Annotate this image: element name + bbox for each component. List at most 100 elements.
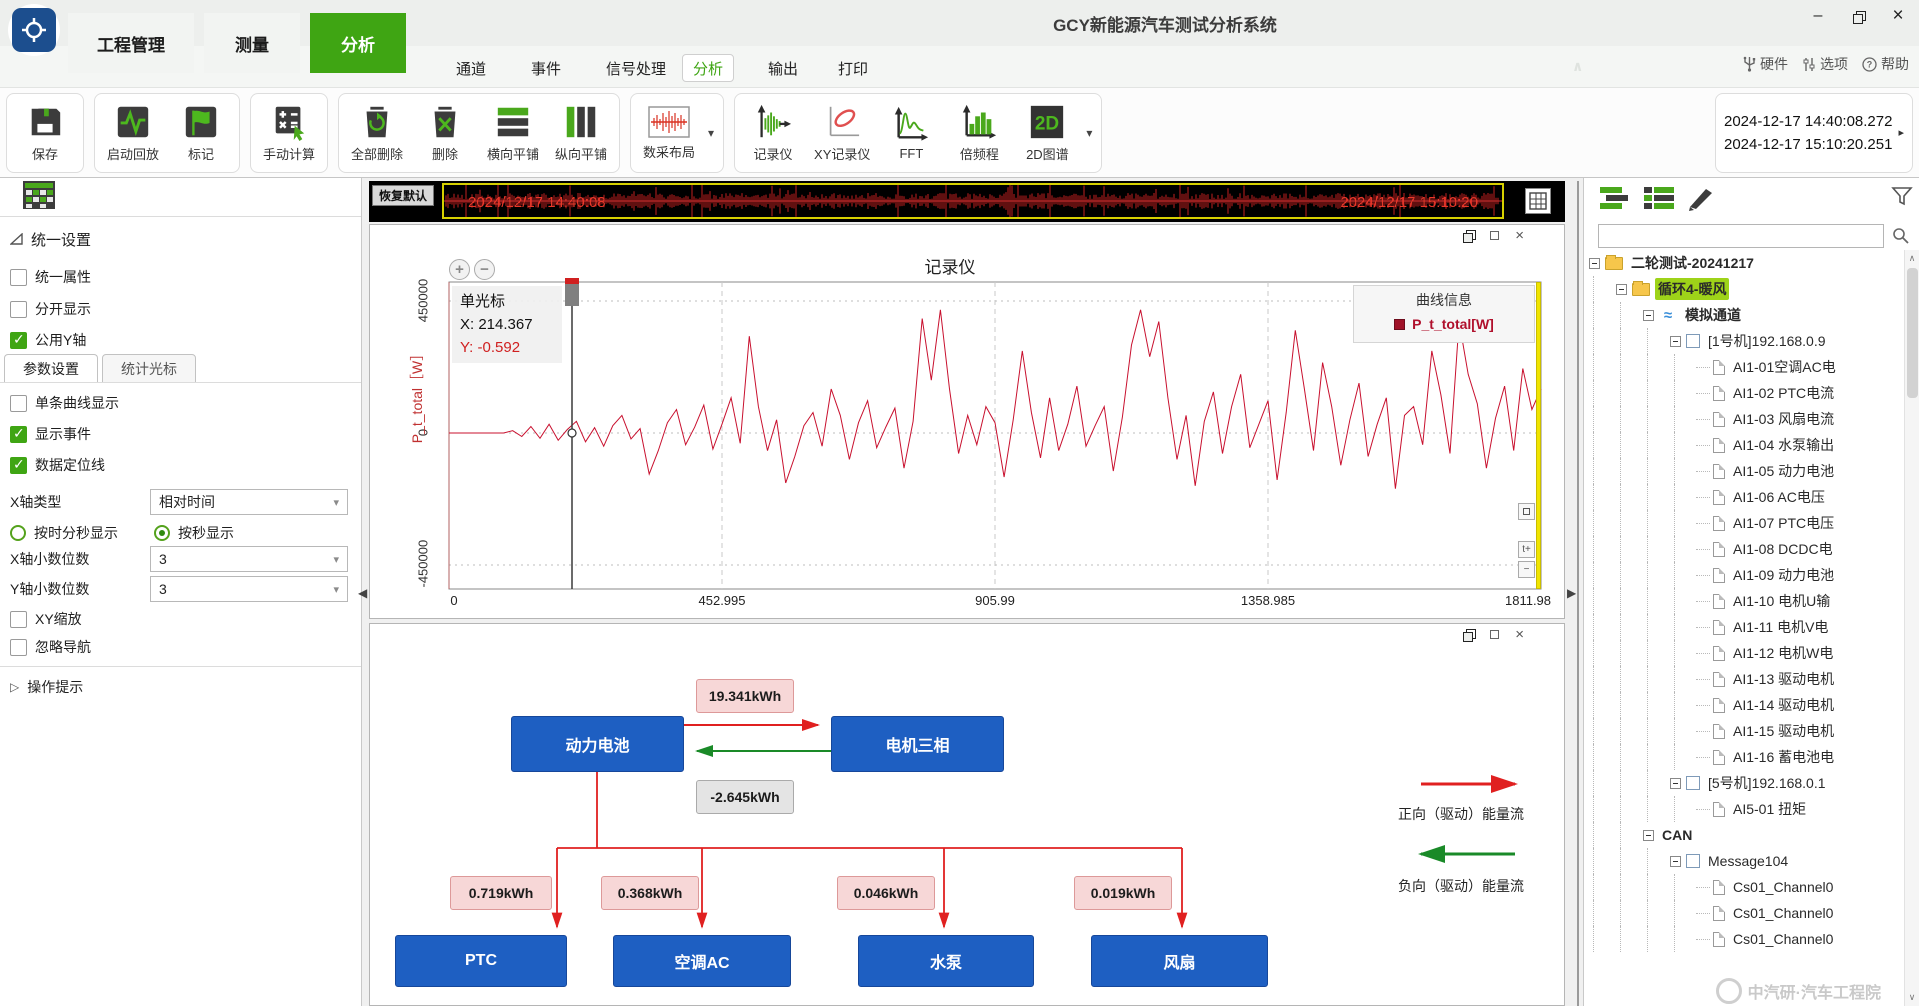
tree-item[interactable]: AI1-03 风扇电流	[1588, 406, 1903, 432]
operation-hint-header[interactable]: ▷ 操作提示	[0, 674, 361, 700]
tree-item[interactable]: AI1-14 驱动电机	[1588, 692, 1903, 718]
tile-vertical-button[interactable]: 纵向平铺	[548, 96, 614, 170]
tree-expander[interactable]	[1616, 283, 1627, 295]
menu-tab-event[interactable]: 事件	[531, 60, 562, 78]
scroll-up-icon[interactable]: ∧	[1908, 253, 1916, 263]
daq-dropdown-icon[interactable]: ▾	[708, 125, 715, 140]
unified-settings-header[interactable]: 统一设置	[0, 226, 361, 252]
tab-project-mgmt[interactable]: 工程管理	[68, 13, 194, 73]
tree-item[interactable]: Message104	[1588, 848, 1903, 874]
tree-item[interactable]: Cs01_Channel0	[1588, 874, 1903, 900]
menu-tab-signal[interactable]: 信号处理	[606, 60, 667, 78]
tree-checkbox[interactable]	[1686, 854, 1700, 868]
tree-item[interactable]: AI1-15 驱动电机	[1588, 718, 1903, 744]
scroll-right-icon[interactable]: ▶	[1567, 586, 1577, 600]
tree-item[interactable]: Cs01_Channel0	[1588, 900, 1903, 926]
close-button[interactable]: ×	[1892, 5, 1904, 26]
tree-checkbox[interactable]	[1686, 334, 1700, 348]
checkbox-row[interactable]: 显示事件	[0, 421, 361, 447]
layer-list-icon[interactable]	[1598, 185, 1632, 211]
minimize-button[interactable]: –	[1813, 7, 1823, 24]
tree-expander[interactable]	[1670, 855, 1681, 867]
checkbox[interactable]	[10, 456, 27, 474]
manual-calc-button[interactable]: 手动计算	[256, 96, 322, 170]
checkbox-row[interactable]: 单条曲线显示	[0, 390, 361, 416]
node-ptc[interactable]: PTC	[395, 935, 567, 987]
time-expand-icon[interactable]: ▸	[1898, 127, 1904, 139]
overview-waveform[interactable]: 2024/12/17 14:40:08 2024/12/17 15:10:20	[442, 183, 1504, 219]
checkbox[interactable]	[10, 300, 27, 318]
panel-splitter[interactable]	[1577, 181, 1579, 1006]
tree-checkbox[interactable]	[1686, 776, 1700, 790]
spectrum-2d-button[interactable]: 2D 2D图谱	[1014, 96, 1080, 170]
tree-expander[interactable]	[1589, 257, 1600, 269]
tree-item[interactable]: AI1-04 水泵输出	[1588, 432, 1903, 458]
menu-tab-channel[interactable]: 通道	[456, 60, 487, 78]
tree-item[interactable]: AI5-01 扭矩	[1588, 796, 1903, 822]
fit-view-button[interactable]	[1518, 503, 1535, 520]
tree-item[interactable]: 二轮测试-20241217	[1588, 250, 1903, 276]
tree-item[interactable]: AI1-10 电机U输	[1588, 588, 1903, 614]
zoom-in-button[interactable]: +	[449, 259, 470, 280]
tree-expander[interactable]	[1670, 777, 1681, 789]
tree-item[interactable]: [5号机]192.168.0.1	[1588, 770, 1903, 796]
tree-scrollbar[interactable]: ∧ ∨	[1904, 250, 1919, 1006]
node-battery[interactable]: 动力电池	[511, 716, 684, 772]
scroll-left-icon[interactable]: ◀	[358, 586, 368, 600]
zoom-out-button[interactable]: −	[474, 259, 495, 280]
tree-expander[interactable]	[1643, 309, 1654, 321]
checkbox-row[interactable]: 分开显示	[0, 296, 361, 322]
checkbox[interactable]	[10, 268, 27, 286]
recorder-button[interactable]: 记录仪	[740, 96, 806, 170]
fft-button[interactable]: FFT	[878, 96, 944, 170]
time-end[interactable]: 2024-12-17 15:10:20.251	[1723, 135, 1893, 153]
radio-hms[interactable]	[10, 525, 26, 541]
tree-expander[interactable]	[1670, 335, 1681, 347]
tree-search-input[interactable]	[1598, 224, 1884, 248]
menu-tab-analysis[interactable]: 分析	[682, 54, 735, 82]
xy-recorder-button[interactable]: XY记录仪	[808, 96, 876, 170]
tab-measure[interactable]: 测量	[204, 13, 300, 73]
y-zoom-strip[interactable]	[1536, 282, 1541, 589]
checkbox[interactable]	[10, 394, 27, 412]
scroll-down-icon[interactable]: ∨	[1908, 992, 1916, 1002]
xaxis-type-select[interactable]: 相对时间 ▾	[150, 489, 348, 515]
checkbox-row[interactable]: 统一属性	[0, 264, 361, 290]
close-window-icon[interactable]: ×	[1515, 226, 1524, 244]
grid-icon[interactable]	[1525, 188, 1551, 214]
restore-default-button[interactable]: 恢复默认	[372, 185, 435, 206]
delete-all-button[interactable]: 全部删除	[344, 96, 410, 170]
tree-item[interactable]: AI1-12 电机W电	[1588, 640, 1903, 666]
tree-item[interactable]: AI1-06 AC电压	[1588, 484, 1903, 510]
time-zoom-out-button[interactable]: −	[1518, 561, 1535, 578]
waveform-chart[interactable]	[370, 225, 1564, 618]
scrollbar-thumb[interactable]	[1907, 268, 1918, 398]
help-menu[interactable]: ? 帮助	[1862, 54, 1909, 74]
tree-item[interactable]: AI1-05 动力电池	[1588, 458, 1903, 484]
hardware-menu[interactable]: 硬件	[1743, 54, 1788, 74]
tree-item[interactable]: Cs01_Channel0	[1588, 926, 1903, 952]
menu-tab-output[interactable]: 输出	[768, 60, 799, 78]
octave-button[interactable]: 倍频程	[946, 96, 1012, 170]
measure-pen-icon[interactable]	[1686, 185, 1716, 211]
checkbox-row[interactable]: 数据定位线	[0, 452, 361, 478]
y-decimals-select[interactable]: 3 ▾	[150, 576, 348, 602]
tab-param-settings[interactable]: 参数设置	[4, 354, 98, 383]
node-fan[interactable]: 风扇	[1091, 935, 1268, 987]
radio-seconds[interactable]	[154, 525, 170, 541]
checkbox-row[interactable]: 忽略导航	[0, 634, 361, 660]
node-pump[interactable]: 水泵	[858, 935, 1034, 987]
grid-view-icon[interactable]	[22, 180, 56, 210]
checkbox[interactable]	[10, 610, 27, 628]
ribbon-collapse-icon[interactable]: ∧	[1572, 58, 1584, 74]
menu-tab-print[interactable]: 打印	[838, 60, 869, 78]
tree-expander[interactable]	[1643, 829, 1654, 841]
checkbox[interactable]	[10, 331, 27, 349]
search-icon[interactable]	[1892, 227, 1909, 244]
tree-item[interactable]: AI1-11 电机V电	[1588, 614, 1903, 640]
tree-item[interactable]: AI1-02 PTC电流	[1588, 380, 1903, 406]
tree-item[interactable]: AI1-08 DCDC电	[1588, 536, 1903, 562]
minimize-window-icon[interactable]	[1490, 231, 1500, 240]
save-button[interactable]: 保存	[12, 96, 78, 170]
options-menu[interactable]: 选项	[1802, 54, 1848, 74]
